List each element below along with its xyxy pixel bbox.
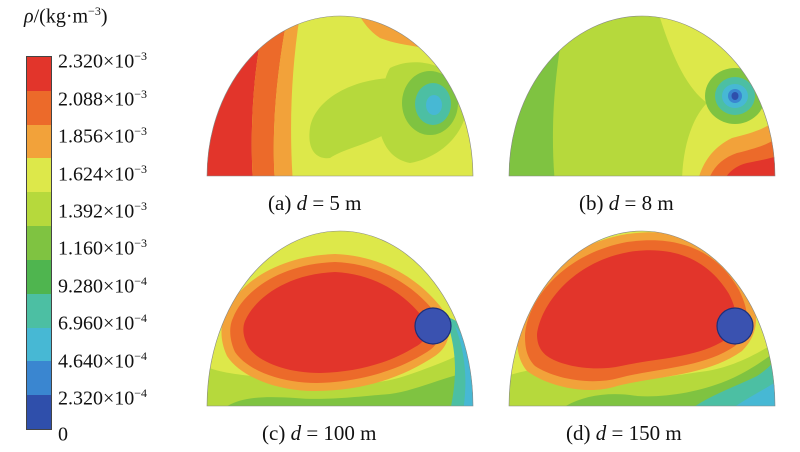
- caption-value: = 100 m: [301, 421, 377, 445]
- caption-prefix: (b): [579, 191, 609, 215]
- tick-label: 2.320×10−3: [58, 46, 147, 72]
- tick-mantissa: 2.320×10: [58, 50, 135, 73]
- colorbar-segment: [27, 90, 51, 125]
- tick-exponent: −3: [134, 162, 148, 176]
- caption-value: = 150 m: [606, 421, 682, 445]
- colorbar-segment: [27, 293, 51, 328]
- legend-title-symbol: ρ: [24, 5, 34, 28]
- caption-d: (d) d = 150 m: [566, 421, 682, 446]
- tick-label: 0: [58, 419, 68, 445]
- caption-value: = 8 m: [619, 191, 674, 215]
- tick-mantissa: 1.624×10: [58, 163, 135, 186]
- colorbar-segment: [27, 259, 51, 294]
- colorbar-segment: [27, 158, 51, 193]
- colorbar-segment: [27, 57, 51, 91]
- tick-label: 1.160×10−3: [58, 233, 147, 259]
- caption-value: = 5 m: [307, 191, 362, 215]
- tick-mantissa: 2.088×10: [58, 88, 135, 111]
- tick-exponent: −4: [134, 386, 148, 400]
- colorbar-segment: [27, 361, 51, 396]
- tick-mantissa: 1.856×10: [58, 125, 135, 148]
- contour-panel-d: [508, 230, 776, 407]
- tick-exponent: −4: [134, 311, 148, 325]
- caption-variable: d: [290, 421, 302, 445]
- tick-label: 2.320×10−4: [58, 383, 147, 409]
- tick-mantissa: 6.960×10: [58, 312, 135, 335]
- colorbar-segment: [27, 226, 51, 260]
- tick-mantissa: 4.640×10: [58, 350, 135, 373]
- caption-prefix: (d): [566, 421, 596, 445]
- caption-a: (a) d = 5 m: [268, 191, 362, 216]
- tick-mantissa: 0: [58, 423, 68, 446]
- legend-title-close: ): [100, 5, 108, 28]
- contour-panel-c: [206, 230, 474, 407]
- tick-label: 1.624×10−3: [58, 159, 147, 185]
- contour-panel-b: [508, 15, 776, 177]
- colorbar-segment: [27, 395, 51, 429]
- tick-exponent: −4: [134, 349, 148, 363]
- caption-prefix: (c): [262, 421, 291, 445]
- tick-label: 6.960×10−4: [58, 308, 147, 334]
- caption-prefix: (a): [268, 191, 297, 215]
- tick-label: 1.392×10−3: [58, 196, 147, 222]
- colorbar-segment: [27, 327, 51, 362]
- caption-variable: d: [608, 191, 620, 215]
- tick-mantissa: 1.160×10: [58, 237, 135, 260]
- tick-label: 1.856×10−3: [58, 121, 147, 147]
- tick-label: 4.640×10−4: [58, 346, 147, 372]
- colorbar-segment: [27, 192, 51, 227]
- caption-variable: d: [595, 421, 607, 445]
- tick-exponent: −3: [134, 49, 148, 63]
- legend-title-exponent: −3: [88, 4, 101, 18]
- caption-variable: d: [296, 191, 308, 215]
- tick-exponent: −3: [134, 199, 148, 213]
- tick-mantissa: 2.320×10: [58, 387, 135, 410]
- caption-c: (c) d = 100 m: [262, 421, 377, 446]
- tick-exponent: −4: [134, 274, 148, 288]
- contour-panel-a: [206, 15, 474, 177]
- tick-label: 9.280×10−4: [58, 271, 147, 297]
- tick-mantissa: 9.280×10: [58, 275, 135, 298]
- tick-exponent: −3: [134, 87, 148, 101]
- tick-label: 2.088×10−3: [58, 84, 147, 110]
- tick-mantissa: 1.392×10: [58, 200, 135, 223]
- colorbar: [26, 56, 52, 430]
- legend-title: ρ/(kg·m−3): [24, 4, 108, 29]
- tick-exponent: −3: [134, 236, 148, 250]
- legend-title-unit: /(kg·m: [33, 5, 89, 28]
- caption-b: (b) d = 8 m: [579, 191, 674, 216]
- tick-exponent: −3: [134, 124, 148, 138]
- colorbar-segment: [27, 124, 51, 159]
